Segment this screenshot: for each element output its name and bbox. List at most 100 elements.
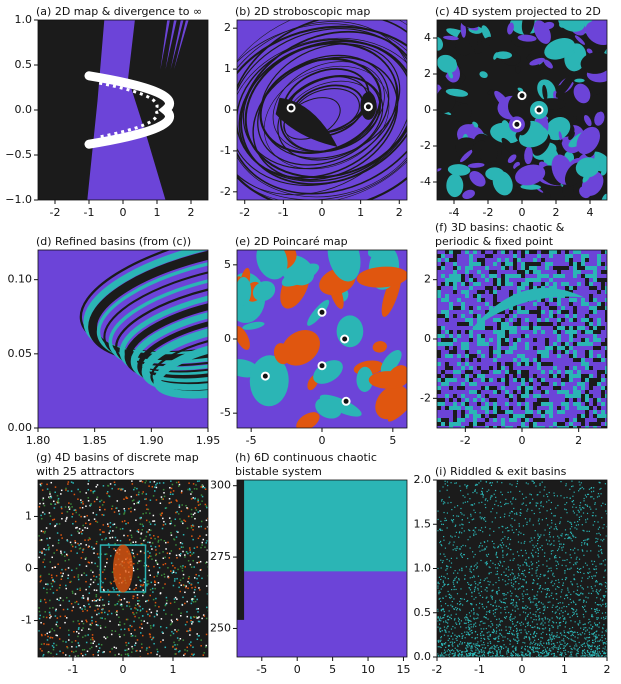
basin-cell — [488, 584, 490, 586]
basin-cell — [558, 537, 560, 539]
basin-cell — [44, 566, 46, 568]
basin-cell — [489, 254, 493, 258]
basin-cell — [461, 651, 463, 654]
basin-cell — [72, 482, 74, 484]
basin-cell — [128, 588, 131, 590]
basin-cell — [108, 546, 111, 548]
basin-cell — [592, 515, 594, 517]
basin-cell — [601, 634, 603, 637]
basin-cell — [447, 484, 449, 487]
basin-filament — [260, 43, 401, 159]
basin-cell — [449, 398, 453, 402]
basin-cell — [593, 632, 596, 634]
basin-cell — [443, 617, 445, 619]
basin-cell — [597, 656, 600, 657]
basin-cell — [577, 509, 579, 511]
basin-cell — [481, 422, 485, 426]
basin-cell — [71, 545, 74, 548]
basin-cell — [506, 606, 508, 608]
y-tick-label: -1 — [21, 614, 32, 627]
basin-cell — [441, 326, 445, 330]
basin-cell — [450, 519, 453, 521]
basin-cell — [598, 526, 601, 528]
basin-cell — [129, 624, 131, 627]
basin-cell — [532, 601, 534, 603]
basin-cell — [458, 532, 461, 534]
basin-cell — [82, 594, 84, 597]
basin-cell — [570, 567, 572, 569]
basin-cell — [162, 587, 164, 589]
basin-cell — [583, 497, 585, 500]
basin-cell — [509, 366, 513, 370]
basin-cell — [577, 326, 581, 330]
basin-cell — [139, 610, 142, 613]
basin-cell — [496, 573, 499, 575]
basin-cell — [533, 266, 537, 270]
basin-cell — [593, 274, 597, 278]
basin-cell — [162, 482, 165, 484]
basin-cell — [170, 487, 173, 490]
basin-cell — [129, 529, 132, 532]
basin-cell — [570, 634, 572, 637]
basin-cell — [533, 270, 537, 274]
basin-cell — [567, 589, 569, 591]
basin-cell — [517, 398, 521, 402]
basin-cell — [545, 266, 549, 270]
basin-cell — [106, 492, 108, 495]
basin-cell — [540, 602, 543, 604]
basin-cell — [505, 350, 509, 354]
basin-cell — [143, 581, 146, 584]
basin-cell — [153, 481, 156, 483]
basin-cell — [473, 262, 477, 266]
basin-cell — [181, 542, 184, 545]
basin-cell — [152, 495, 155, 497]
basin-cell — [182, 550, 184, 553]
basin-cell — [484, 503, 486, 506]
basin-cell — [599, 488, 601, 490]
basin-cell — [540, 505, 542, 507]
basin-cell — [54, 491, 56, 494]
basin-cell — [457, 422, 461, 426]
basin-cell — [556, 616, 558, 618]
basin-filament — [237, 23, 407, 200]
basin-cell — [569, 394, 573, 398]
basin-cell — [445, 631, 447, 633]
basin-cell — [149, 534, 151, 536]
basin-cell — [511, 621, 513, 623]
basin-cell — [558, 636, 561, 638]
basin-cell — [468, 583, 470, 585]
basin-cell — [455, 622, 457, 624]
basin-cell — [557, 334, 561, 338]
basin-cell — [489, 378, 493, 382]
basin-cell — [469, 529, 471, 532]
basin-cell — [126, 601, 128, 603]
basin-cell — [190, 566, 193, 568]
basin-cell — [461, 642, 464, 644]
basin-cell — [594, 521, 596, 523]
basin-cell — [171, 572, 174, 574]
basin-cell — [70, 602, 73, 605]
basin-cell — [525, 418, 529, 422]
basin-region — [467, 162, 485, 168]
basin-cell — [81, 620, 83, 623]
basin-cell — [449, 374, 453, 378]
basin-cell — [141, 492, 144, 495]
basin-cell — [529, 422, 533, 426]
basin-cell — [560, 481, 562, 483]
basin-cell — [564, 559, 566, 562]
basin-cell — [479, 633, 482, 635]
basin-cell — [560, 621, 562, 624]
basin-cell — [95, 600, 98, 602]
basin-cell — [59, 597, 62, 599]
basin-cell — [531, 539, 533, 541]
basin-cell — [573, 354, 577, 358]
basin-cell — [195, 484, 197, 486]
basin-cell — [493, 493, 495, 495]
basin-cell — [457, 274, 461, 278]
basin-cell — [569, 298, 573, 302]
basin-cell — [454, 548, 456, 550]
basin-cell — [192, 654, 195, 656]
basin-cell — [170, 550, 173, 552]
basin-cell — [469, 633, 471, 636]
basin-cell — [531, 564, 533, 566]
